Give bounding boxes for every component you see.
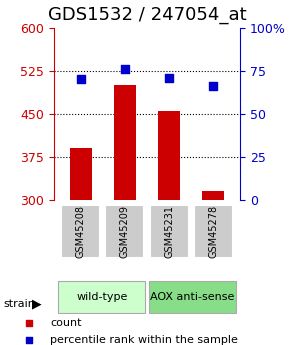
Bar [114,85,136,200]
Point [78,77,83,82]
Text: count: count [50,318,82,328]
Point [167,75,172,80]
Bar [149,281,236,313]
Point [122,66,127,72]
Text: GSM45231: GSM45231 [164,205,174,258]
Bar [58,281,145,313]
Point [270,129,275,135]
Text: GSM45209: GSM45209 [120,205,130,258]
Title: GDS1532 / 247054_at: GDS1532 / 247054_at [48,6,246,23]
Text: GSM45208: GSM45208 [76,205,85,258]
Bar [202,191,224,200]
Point [270,284,275,290]
Text: AOX anti-sense: AOX anti-sense [150,292,234,302]
Text: wild-type: wild-type [76,292,128,302]
Point [211,83,216,89]
Bar [194,205,233,258]
Bar [158,111,180,200]
Text: ▶: ▶ [32,298,42,311]
Text: strain: strain [3,299,35,309]
Bar [150,205,189,258]
Bar [70,148,92,200]
Text: percentile rank within the sample: percentile rank within the sample [50,335,238,345]
Text: GSM45278: GSM45278 [208,205,218,258]
Bar [61,205,100,258]
Bar [105,205,144,258]
